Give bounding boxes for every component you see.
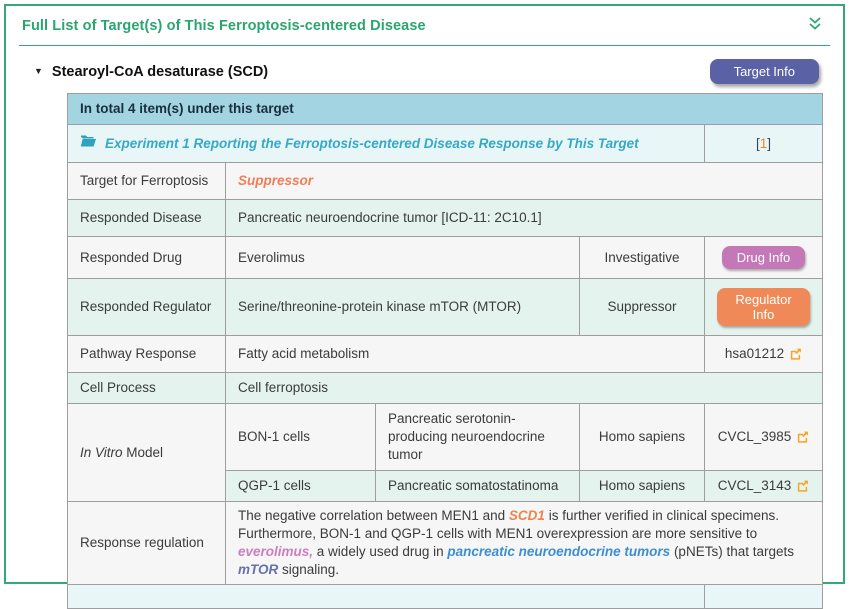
responded-regulator-row: Responded Regulator Serine/threonine-pro… (67, 278, 824, 336)
mtor-highlight: mTOR (238, 562, 279, 577)
drug-status: Investigative (579, 236, 705, 279)
target-section-header: ▼ Stearoyl-CoA desaturase (SCD) Target I… (34, 59, 819, 84)
cell-process-row: Cell Process Cell ferroptosis (67, 372, 824, 404)
row-label: Responded Regulator (67, 278, 226, 336)
in-vitro-model-row-1: In Vitro Model BON-1 cells Pancreatic se… (67, 403, 824, 502)
responded-regulator-value: Serine/threonine-protein kinase mTOR (MT… (225, 278, 580, 336)
folder-open-icon (80, 134, 97, 153)
cell-line-disease: Pancreatic serotonin-producing neuroendo… (375, 403, 580, 471)
panel-header: Full List of Target(s) of This Ferroptos… (6, 6, 843, 45)
drug-info-button[interactable]: Drug Info (721, 246, 806, 269)
responded-disease-value: Pancreatic neuroendocrine tumor [ICD-11:… (224, 199, 824, 237)
chevron-double-down-icon[interactable] (807, 16, 823, 36)
everolimus-highlight: everolimus, (238, 544, 314, 559)
cell-line-name: BON-1 cells (225, 403, 376, 471)
pnet-highlight: pancreatic neuroendocrine tumors (447, 544, 671, 559)
regulator-status: Suppressor (579, 278, 705, 336)
responded-disease-row: Responded Disease Pancreatic neuroendocr… (67, 199, 824, 237)
target-detail-table: In total 4 item(s) under this target Exp… (66, 93, 824, 609)
cell-line-name: QGP-1 cells (225, 470, 376, 502)
cell-line-link[interactable]: CVCL_3985 (703, 403, 824, 471)
response-regulation-text: The negative correlation between MEN1 an… (224, 501, 824, 585)
response-regulation-row: Response regulation The negative correla… (67, 501, 824, 585)
target-info-button[interactable]: Target Info (709, 59, 819, 84)
external-link-icon (791, 478, 809, 493)
row-label: Responded Disease (67, 199, 226, 237)
regulator-info-button[interactable]: Regulator Info (717, 288, 811, 326)
experiment-count-number: 1 (759, 135, 768, 151)
row-label: Response regulation (67, 501, 226, 585)
cell-line-disease: Pancreatic somatostatinoma (375, 470, 580, 502)
external-link-icon (784, 346, 802, 361)
experiment-title[interactable]: Experiment 1 Reporting the Ferroptosis-c… (105, 135, 639, 151)
cell-process-value: Cell ferroptosis (224, 372, 824, 404)
header-divider (19, 45, 830, 46)
pathway-response-row: Pathway Response Fatty acid metabolism h… (67, 335, 824, 373)
summary-row: In total 4 item(s) under this target (66, 93, 824, 125)
target-list-panel: Full List of Target(s) of This Ferroptos… (4, 4, 845, 609)
row-label: Target for Ferroptosis (67, 162, 226, 200)
row-label: Pathway Response (67, 335, 226, 373)
next-experiment-row-partial (67, 584, 824, 609)
panel-title: Full List of Target(s) of This Ferroptos… (22, 18, 426, 34)
row-label: Responded Drug (67, 236, 226, 279)
row-label: Cell Process (67, 372, 226, 404)
collapse-triangle-icon[interactable]: ▼ (34, 65, 43, 76)
pathway-link[interactable]: hsa01212 (703, 335, 824, 373)
scd1-highlight: SCD1 (508, 508, 545, 523)
in-vitro-model-row-2: QGP-1 cells Pancreatic somatostatinoma H… (68, 470, 824, 502)
target-name: Stearoyl-CoA desaturase (SCD) (51, 63, 269, 80)
target-for-ferroptosis-value: Suppressor (224, 162, 824, 200)
row-label: In Vitro Model (67, 403, 226, 502)
experiment-count[interactable]: [1] (703, 124, 824, 163)
experiment-row: Experiment 1 Reporting the Ferroptosis-c… (67, 124, 824, 163)
cell-line-link[interactable]: CVCL_3143 (703, 470, 824, 502)
responded-drug-value: Everolimus (225, 236, 580, 279)
target-name-heading[interactable]: ▼ Stearoyl-CoA desaturase (SCD) (34, 64, 268, 80)
cell-line-species: Homo sapiens (579, 403, 705, 471)
responded-drug-row: Responded Drug Everolimus Investigative … (67, 236, 824, 279)
summary-text: In total 4 item(s) under this target (66, 93, 824, 125)
cell-line-species: Homo sapiens (579, 470, 705, 502)
external-link-icon (791, 429, 809, 444)
target-for-ferroptosis-row: Target for Ferroptosis Suppressor (67, 162, 824, 200)
pathway-response-value: Fatty acid metabolism (225, 335, 705, 373)
